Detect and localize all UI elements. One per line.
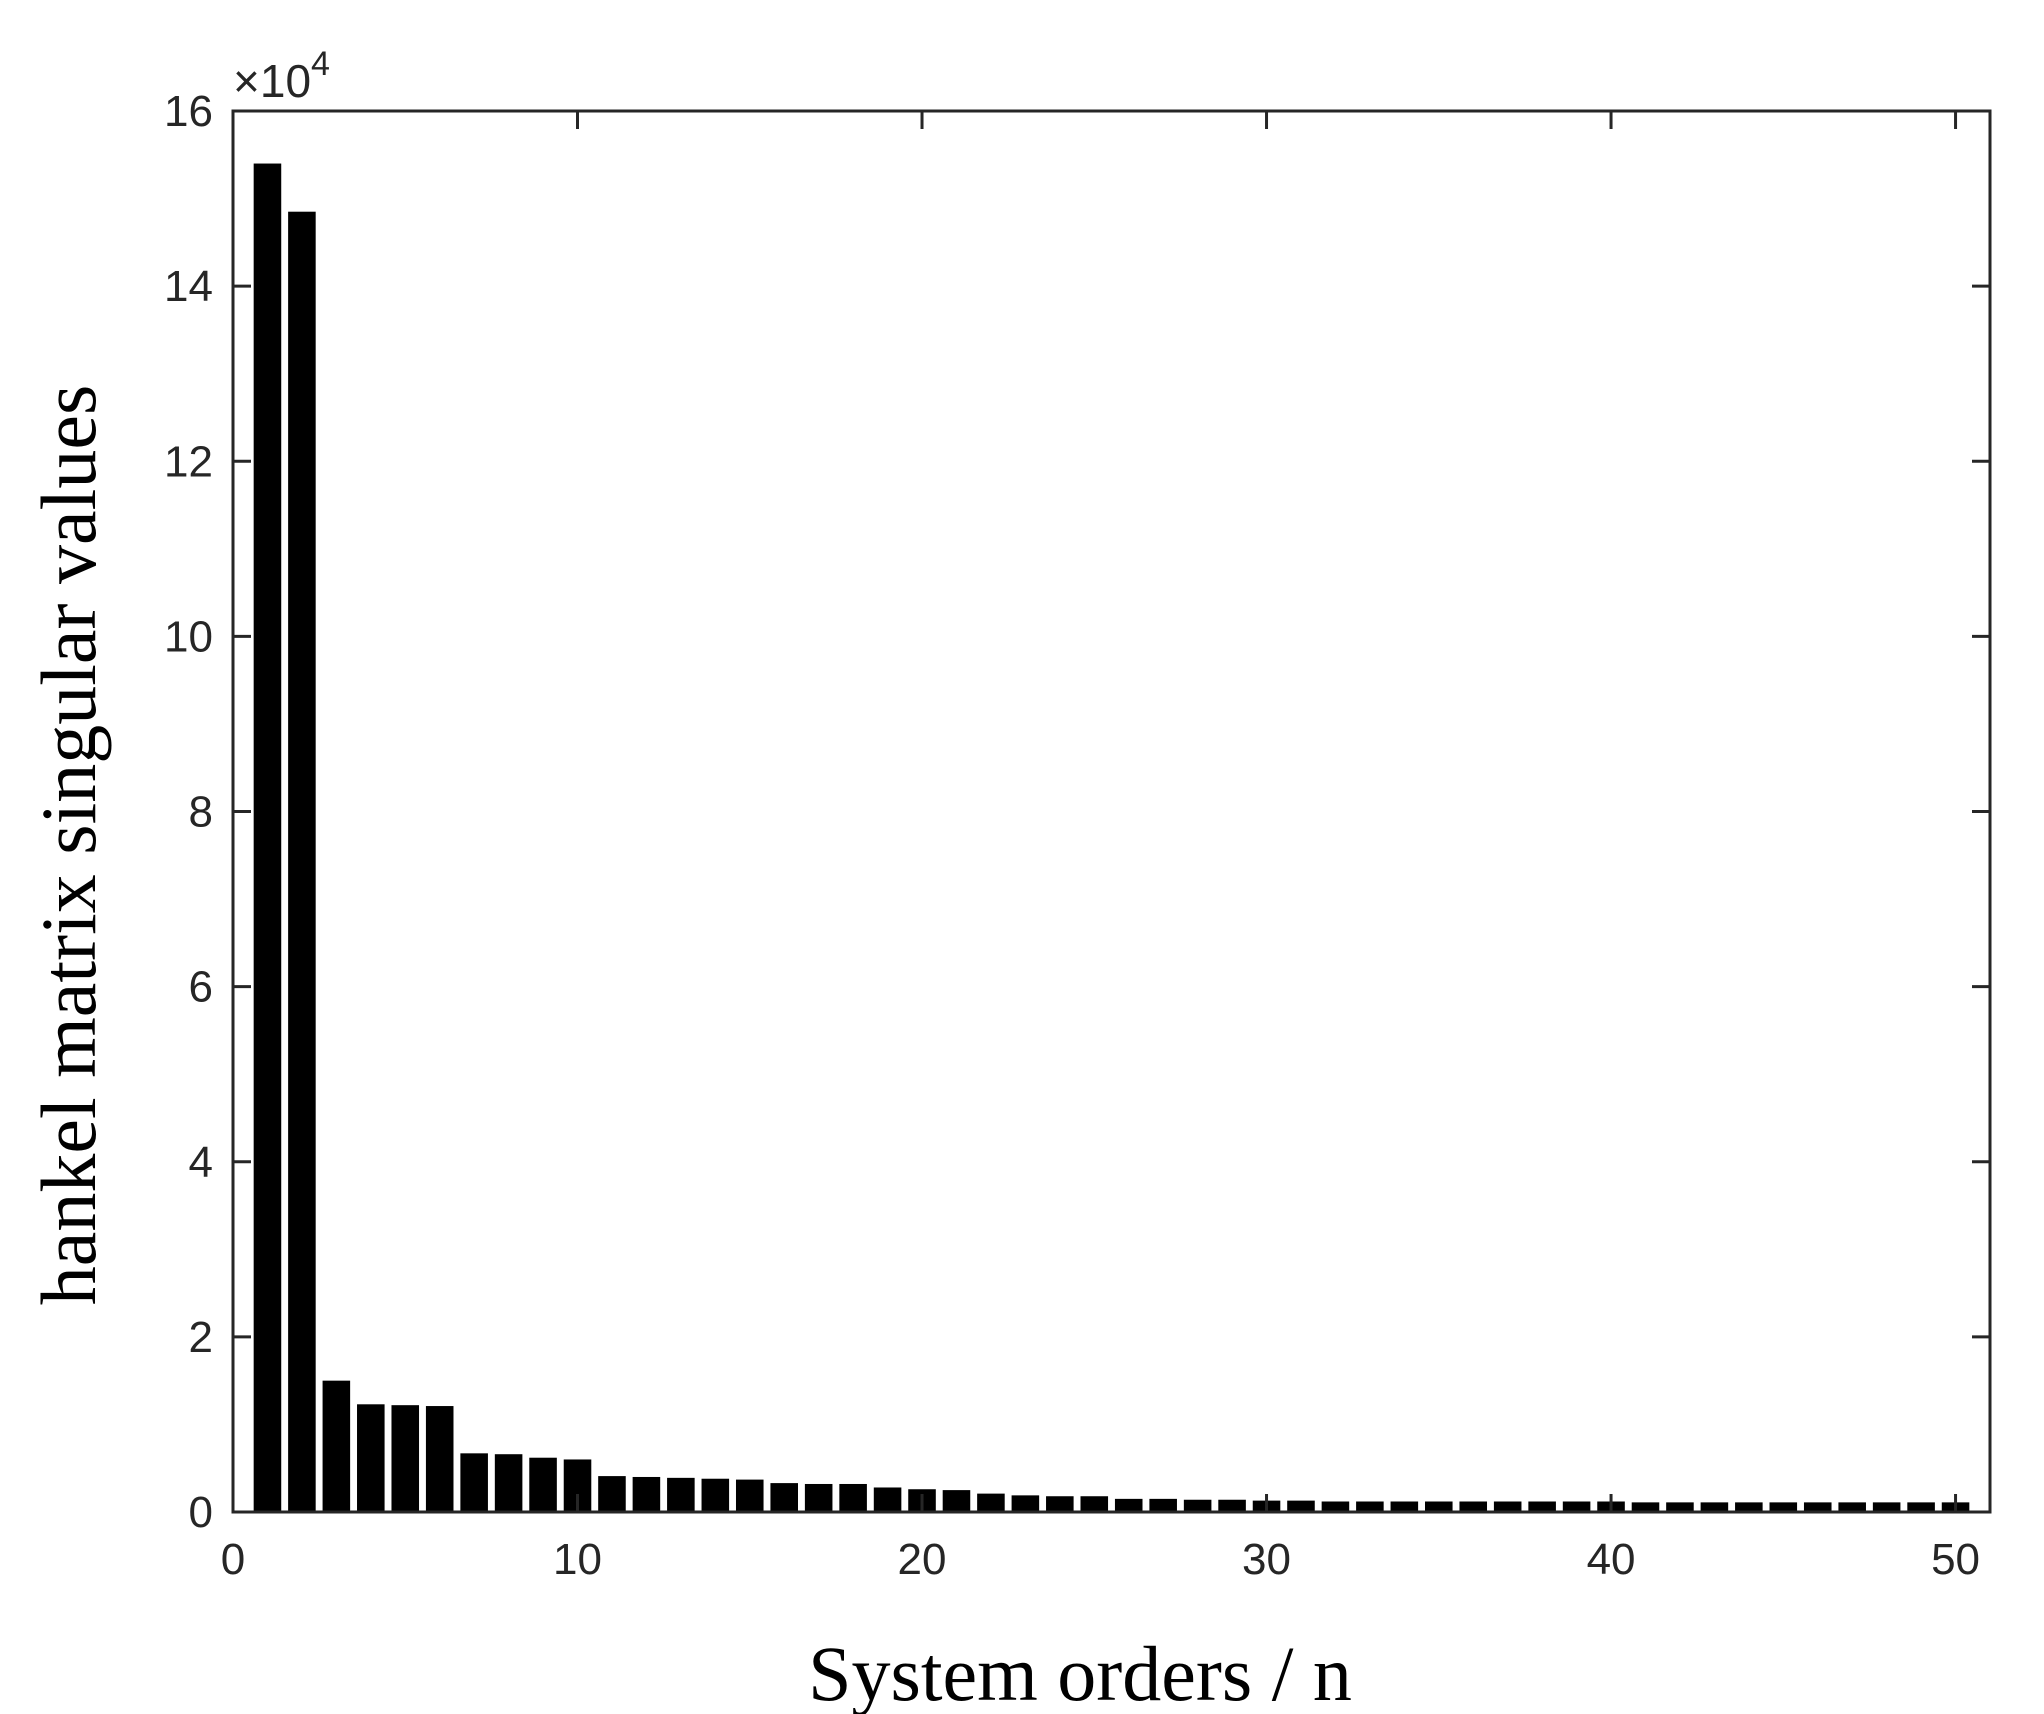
- y-tick-label: 14: [164, 262, 213, 311]
- bar: [1838, 1502, 1866, 1512]
- bar: [1356, 1501, 1384, 1512]
- bar: [494, 1454, 523, 1512]
- bar: [1046, 1496, 1074, 1512]
- bar: [701, 1478, 730, 1512]
- bar: [391, 1405, 420, 1512]
- bar: [770, 1483, 798, 1512]
- x-tick-label: 30: [1242, 1535, 1291, 1584]
- bar: [598, 1476, 626, 1512]
- bar: [1528, 1501, 1556, 1512]
- y-tick-label: 4: [189, 1138, 213, 1187]
- x-tick-label: 20: [898, 1535, 947, 1584]
- bar: [873, 1487, 902, 1512]
- bar: [1425, 1501, 1453, 1512]
- bar: [1769, 1502, 1798, 1512]
- bar: [632, 1476, 661, 1512]
- x-tick-label: 40: [1587, 1535, 1636, 1584]
- x-tick-label: 0: [221, 1535, 245, 1584]
- bar: [425, 1406, 454, 1512]
- y-tick-label: 6: [189, 963, 213, 1012]
- y-tick-label: 10: [164, 612, 213, 661]
- bar: [1907, 1502, 1935, 1512]
- y-tick-label: 12: [164, 437, 213, 486]
- y-multiplier-base: ×10: [233, 55, 311, 107]
- tick-labels-group: 0 10 20 30 40 50 0 2 4 6 8 10 12 14 16: [164, 87, 1980, 1584]
- bar: [804, 1483, 833, 1512]
- x-tick-label: 10: [553, 1535, 602, 1584]
- bar: [322, 1380, 351, 1512]
- bar: [1666, 1502, 1694, 1512]
- bar: [977, 1493, 1005, 1512]
- x-axis-title: System orders / n: [808, 1630, 1352, 1714]
- bar: [253, 163, 282, 1513]
- bar: [357, 1404, 385, 1512]
- bar: [1562, 1501, 1591, 1512]
- y-multiplier-label: ×104: [233, 45, 330, 107]
- y-tick-label: 0: [189, 1488, 213, 1537]
- plot-frame: [231, 109, 1992, 1514]
- bar: [839, 1483, 867, 1512]
- bar: [1011, 1495, 1040, 1512]
- ticks-group: [231, 109, 1990, 1514]
- bar: [1390, 1501, 1419, 1512]
- bar: [1493, 1501, 1522, 1512]
- bar: [1700, 1502, 1729, 1512]
- y-tick-label: 16: [164, 87, 213, 136]
- bars-group: [253, 163, 1970, 1513]
- bar: [1080, 1496, 1109, 1512]
- bar: [1114, 1498, 1143, 1512]
- bar: [529, 1457, 557, 1512]
- y-tick-label: 8: [189, 788, 213, 837]
- y-multiplier-exponent: 4: [311, 45, 330, 83]
- bar: [1872, 1502, 1901, 1512]
- bar: [1218, 1499, 1246, 1512]
- y-axis-title: hankel matrix singular values: [25, 385, 112, 1306]
- bar: [1149, 1498, 1177, 1512]
- bar: [735, 1479, 764, 1512]
- bar: [1631, 1502, 1660, 1512]
- bar: [667, 1477, 695, 1512]
- bar: [460, 1453, 488, 1512]
- bar: [1321, 1501, 1350, 1512]
- bar: [1459, 1501, 1488, 1512]
- bar: [1803, 1502, 1832, 1512]
- bar: [288, 211, 316, 1512]
- y-tick-label: 2: [189, 1313, 213, 1362]
- bar: [1183, 1499, 1212, 1512]
- bar: [1735, 1502, 1763, 1512]
- x-tick-label: 50: [1931, 1535, 1980, 1584]
- bar: [942, 1490, 971, 1512]
- bar: [1287, 1500, 1315, 1512]
